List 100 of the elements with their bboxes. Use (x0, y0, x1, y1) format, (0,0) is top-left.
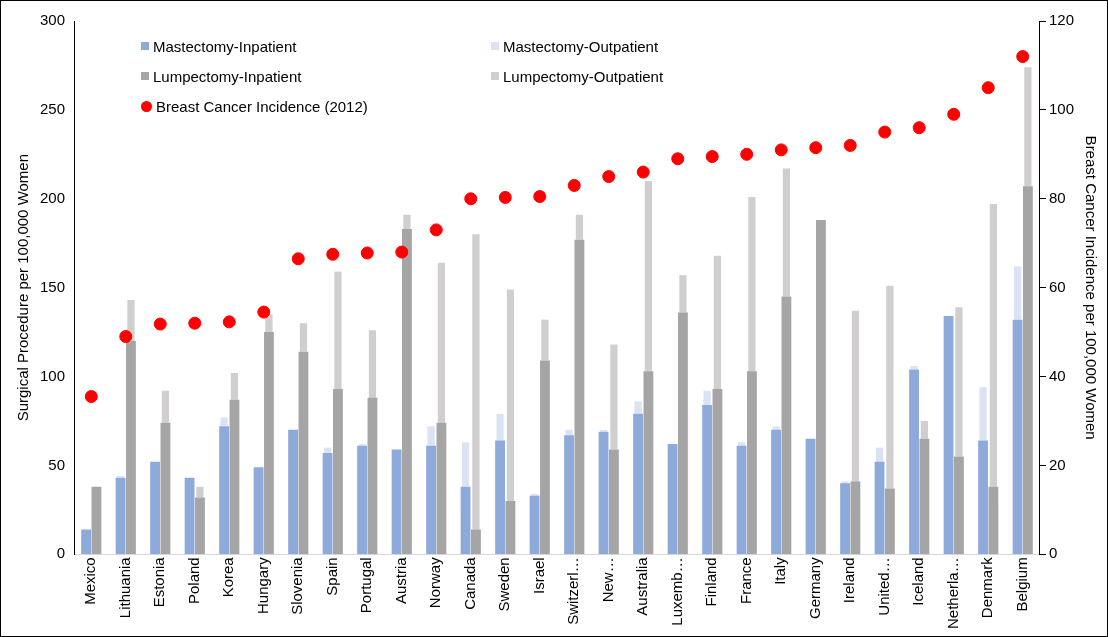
x-tick-label: Israel (529, 557, 547, 594)
bar (748, 196, 756, 372)
bar (805, 438, 816, 555)
bar (299, 323, 308, 352)
bar (426, 445, 436, 555)
x-tick-label: Italy (771, 556, 789, 585)
x-tick-label: Sweden (495, 557, 513, 612)
bar (196, 486, 204, 498)
bar (357, 445, 367, 555)
legend-label: Breast Cancer Incidence (2012) (156, 97, 368, 115)
bar (184, 477, 195, 555)
y-tick-label: 100 (40, 366, 66, 384)
bar (874, 461, 885, 555)
x-tick-label: Lithuania (115, 556, 133, 619)
bar (634, 401, 642, 414)
x-tick-label: Finland (702, 557, 720, 607)
point (567, 178, 581, 192)
legend-label: Lumpectomy-Inpatient (153, 67, 302, 85)
bar (953, 456, 964, 555)
bar (161, 390, 170, 423)
y2-tick-label: 100 (1048, 100, 1074, 118)
bar (850, 481, 861, 555)
bar (91, 486, 102, 555)
bar (402, 228, 412, 555)
bar (115, 477, 126, 555)
bar (678, 312, 688, 555)
y2-tick-label: 80 (1048, 188, 1066, 206)
x-tick-label: Spain (322, 557, 340, 596)
bar (160, 422, 171, 555)
bar (712, 388, 723, 555)
bar (81, 529, 92, 555)
bar (979, 387, 987, 441)
bar (367, 397, 378, 555)
bar (322, 452, 333, 555)
bar (644, 180, 653, 372)
bar (575, 214, 584, 240)
point (153, 317, 167, 331)
bar (495, 440, 505, 555)
bar (472, 234, 480, 530)
point (1016, 50, 1030, 64)
point (981, 81, 995, 95)
bar (781, 296, 792, 555)
bar (368, 330, 377, 398)
bar (840, 483, 850, 555)
bar (529, 495, 540, 555)
bar (230, 372, 239, 400)
y-tick-label: 200 (40, 188, 66, 206)
bar (506, 289, 515, 501)
bar (747, 371, 757, 555)
bar (565, 429, 573, 436)
x-tick-label: Hungary (253, 556, 271, 615)
y2-tick-label: 60 (1048, 277, 1066, 295)
bar (229, 399, 240, 555)
bar (989, 204, 998, 487)
x-tick-label: Belgium (1012, 557, 1030, 612)
bar (436, 422, 447, 555)
bar (667, 444, 678, 555)
bar (323, 447, 332, 453)
point (705, 150, 719, 164)
bar (598, 431, 609, 555)
point (947, 107, 961, 121)
bar (919, 438, 930, 555)
bar (875, 447, 884, 462)
bar (943, 316, 954, 555)
x-tick-label: Iceland (909, 557, 927, 606)
bar (219, 426, 230, 555)
bar (955, 307, 963, 457)
bar (541, 319, 549, 361)
point (291, 252, 305, 266)
y2-axis-title: Breast Cancer Incidence per 100,000 Women (1082, 135, 1100, 440)
point (395, 245, 409, 259)
y-tick-label: 50 (48, 455, 66, 473)
bar (298, 351, 309, 555)
bar (643, 371, 654, 555)
x-tick-label: Norway (426, 556, 444, 609)
bar (679, 275, 687, 313)
x-tick-label: United… (874, 557, 892, 616)
point (636, 165, 650, 179)
x-tick-label: Portugal (357, 557, 375, 614)
point (774, 143, 788, 157)
bar (703, 390, 711, 405)
point (257, 305, 271, 319)
bar (633, 413, 643, 555)
bar (920, 420, 929, 439)
point (429, 223, 443, 237)
x-tick-label: Poland (184, 557, 202, 605)
y2-tick-label: 20 (1048, 455, 1066, 473)
y2-tick-label: 40 (1048, 366, 1066, 384)
point (809, 141, 823, 155)
bar (610, 344, 618, 450)
bar (150, 461, 161, 555)
bar (460, 486, 471, 555)
y-axis-title: Surgical Procedure per 100,000 Women (14, 153, 32, 422)
point (602, 170, 616, 184)
bar (771, 429, 781, 555)
point (464, 192, 478, 206)
point (360, 246, 374, 260)
point (740, 147, 754, 161)
bar (909, 369, 919, 555)
bar (1013, 266, 1022, 320)
